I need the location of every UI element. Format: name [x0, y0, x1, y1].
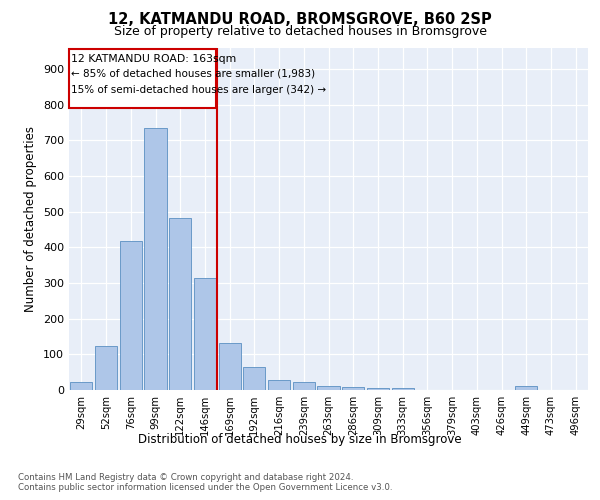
Bar — [243, 367, 265, 390]
Bar — [145, 128, 167, 390]
Bar — [515, 386, 538, 390]
Bar — [342, 387, 364, 390]
Y-axis label: Number of detached properties: Number of detached properties — [25, 126, 37, 312]
Bar — [119, 241, 142, 390]
Bar — [218, 342, 241, 390]
Text: 12, KATMANDU ROAD, BROMSGROVE, B60 2SP: 12, KATMANDU ROAD, BROMSGROVE, B60 2SP — [108, 12, 492, 28]
Bar — [70, 382, 92, 390]
Bar — [169, 218, 191, 390]
Bar — [367, 388, 389, 390]
Bar — [268, 380, 290, 390]
Bar — [293, 382, 315, 390]
Bar — [95, 346, 117, 390]
Bar — [392, 388, 414, 390]
Text: Contains HM Land Registry data © Crown copyright and database right 2024.: Contains HM Land Registry data © Crown c… — [18, 472, 353, 482]
Text: 15% of semi-detached houses are larger (342) →: 15% of semi-detached houses are larger (… — [71, 85, 326, 95]
Bar — [317, 386, 340, 390]
Bar — [194, 278, 216, 390]
FancyBboxPatch shape — [69, 50, 216, 108]
Text: Size of property relative to detached houses in Bromsgrove: Size of property relative to detached ho… — [113, 25, 487, 38]
Text: ← 85% of detached houses are smaller (1,983): ← 85% of detached houses are smaller (1,… — [71, 69, 316, 79]
Text: 12 KATMANDU ROAD: 163sqm: 12 KATMANDU ROAD: 163sqm — [71, 54, 237, 64]
Text: Contains public sector information licensed under the Open Government Licence v3: Contains public sector information licen… — [18, 484, 392, 492]
Text: Distribution of detached houses by size in Bromsgrove: Distribution of detached houses by size … — [138, 432, 462, 446]
